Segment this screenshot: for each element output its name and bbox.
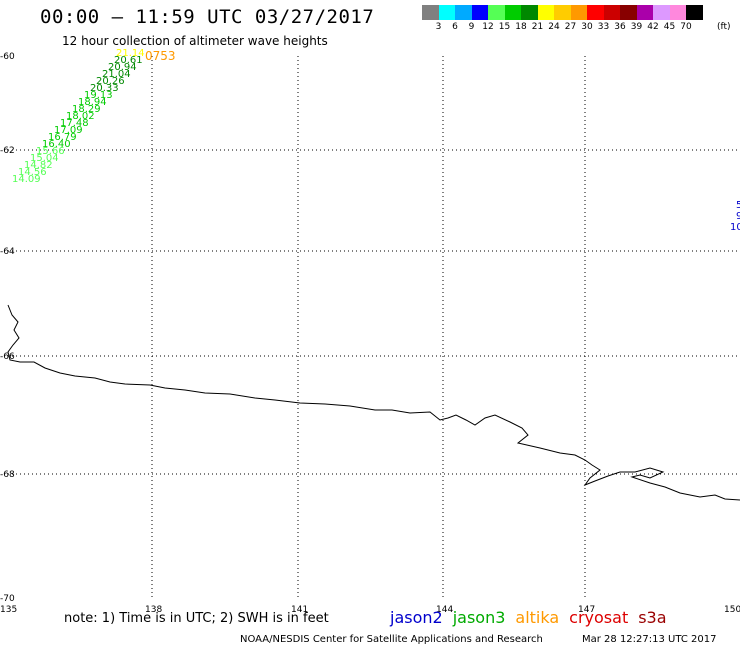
color-swatch xyxy=(504,5,521,20)
color-scale-label: 12 xyxy=(482,22,494,32)
color-scale-label: 33 xyxy=(597,22,610,32)
color-swatch xyxy=(488,5,505,20)
color-scale-label: 3 xyxy=(435,22,442,32)
color-scale-label: 9 xyxy=(468,22,475,32)
satellite-legend-item: jason3 xyxy=(452,608,506,627)
longitude-label: 141 xyxy=(291,605,308,615)
page-subtitle: 12 hour collection of altimeter wave hei… xyxy=(62,34,328,48)
satellite-legend-item: cryosat xyxy=(569,608,629,627)
latitude-label: -66 xyxy=(0,352,15,362)
swh-value-label: 18.94 xyxy=(78,97,107,108)
latitude-label: -64 xyxy=(0,247,15,257)
satellite-legend-item: jason2 xyxy=(390,608,443,627)
swh-value-label: 21.14 xyxy=(116,48,145,59)
satellite-legend: jason2 jason3 altika cryosat s3a xyxy=(390,608,677,627)
swh-value-label: 14.09 xyxy=(12,174,41,185)
color-swatch xyxy=(471,5,488,20)
color-scale-label: 24 xyxy=(548,22,560,32)
swh-value-label: 20.26 xyxy=(96,76,125,87)
credit-line: NOAA/NESDIS Center for Satellite Applica… xyxy=(240,634,543,645)
color-swatch xyxy=(653,5,670,20)
color-swatch xyxy=(669,5,686,20)
color-scale-label: 70 xyxy=(680,22,692,32)
swh-value-label: 14.82 xyxy=(24,160,53,171)
latitude-label: -60 xyxy=(0,52,15,62)
color-swatch xyxy=(537,5,554,20)
color-scale-label: 45 xyxy=(663,22,676,32)
swh-value-label: 20.33 xyxy=(90,83,119,94)
swh-value-label: 15.66 xyxy=(36,146,65,157)
color-swatch xyxy=(686,5,703,20)
swh-value-label: 21.04 xyxy=(102,69,131,80)
swh-value-label: 20.61 xyxy=(114,55,143,66)
color-swatch xyxy=(587,5,604,20)
color-scale-label: 42 xyxy=(647,22,659,32)
longitude-label: 135 xyxy=(0,605,17,615)
swh-value-label: 16.40 xyxy=(42,139,71,150)
color-swatch xyxy=(570,5,587,20)
swh-value-label: 18.02 xyxy=(66,111,95,122)
color-scale-label: 18 xyxy=(515,22,527,32)
edge-swh-label: 10 xyxy=(730,222,740,233)
color-swatch xyxy=(422,5,439,20)
edge-swh-label: 5 xyxy=(736,200,740,211)
color-scale-label: 39 xyxy=(630,22,643,32)
color-scale-label: 21 xyxy=(531,22,544,32)
altimeter-track: 21.1420.6120.9421.0420.2620.3319.1318.94… xyxy=(12,48,145,185)
swh-value-label: 16.79 xyxy=(48,132,77,143)
satellite-legend-item: altika xyxy=(515,608,560,627)
color-swatch xyxy=(554,5,571,20)
color-scale-label: 36 xyxy=(614,22,626,32)
color-swatch xyxy=(521,5,538,20)
latitude-label: -68 xyxy=(0,470,15,480)
swh-value-label: 19.13 xyxy=(84,90,113,101)
longitude-label: 150 xyxy=(724,605,740,615)
color-scale-label: 6 xyxy=(452,22,458,32)
page-title: 00:00 – 11:59 UTC 03/27/2017 xyxy=(40,6,375,28)
color-swatch xyxy=(455,5,472,20)
color-swatch xyxy=(603,5,620,20)
latitude-label: -70 xyxy=(0,594,15,604)
swh-value-label: 17.09 xyxy=(54,125,83,136)
generated-timestamp: Mar 28 12:27:13 UTC 2017 xyxy=(582,634,717,645)
color-scale-label: 27 xyxy=(564,22,577,32)
color-swatch xyxy=(620,5,637,20)
swh-value-label: 14.56 xyxy=(18,167,47,178)
color-scale-unit: (ft) xyxy=(717,22,731,32)
color-scale-label: 30 xyxy=(581,22,593,32)
edge-swh-label: 9 xyxy=(736,211,740,222)
pass-time-label: 0753 xyxy=(145,49,176,63)
longitude-label: 138 xyxy=(145,605,162,615)
color-scale-label: 15 xyxy=(498,22,511,32)
footer-note: note: 1) Time is in UTC; 2) SWH is in fe… xyxy=(64,611,329,626)
color-swatch xyxy=(438,5,455,20)
antarctic-coastline xyxy=(7,304,740,501)
color-scale-bar xyxy=(422,5,703,21)
latitude-label: -62 xyxy=(0,146,15,156)
swh-value-label: 15.04 xyxy=(30,153,59,164)
longitude-label: 144 xyxy=(436,605,453,615)
longitude-label: 147 xyxy=(578,605,595,615)
swh-value-label: 17.48 xyxy=(60,118,89,129)
color-swatch xyxy=(636,5,653,20)
swh-value-label: 18.29 xyxy=(72,104,101,115)
satellite-legend-item: s3a xyxy=(638,608,667,627)
swh-value-label: 20.94 xyxy=(108,62,137,73)
